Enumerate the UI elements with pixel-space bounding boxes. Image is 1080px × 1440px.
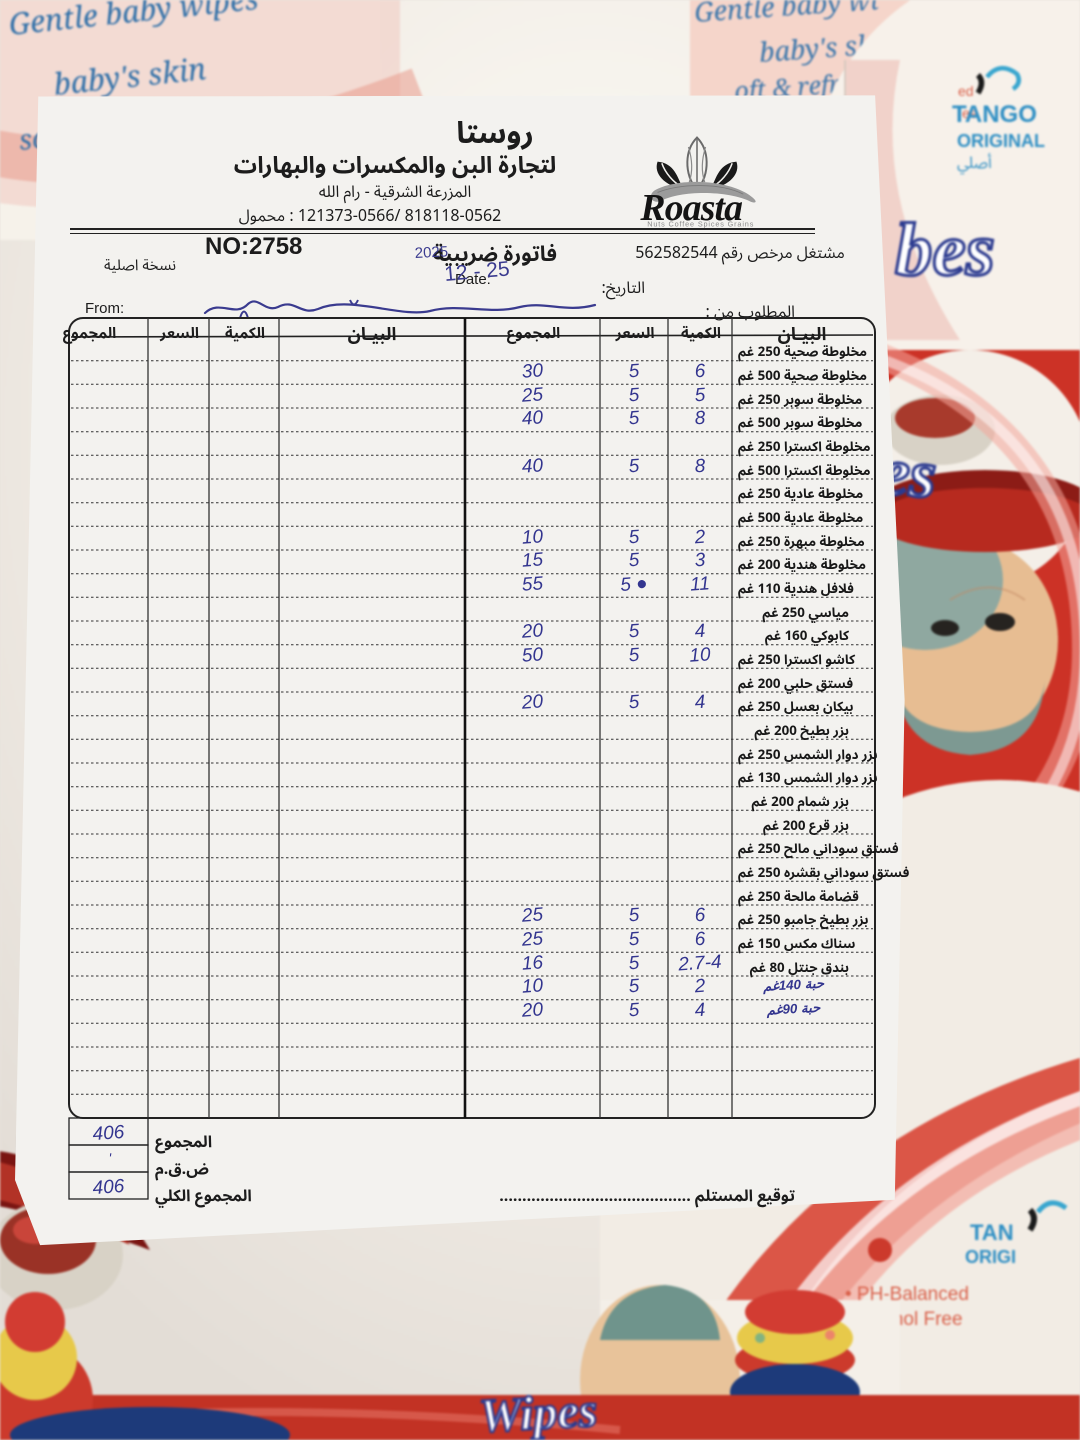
svg-text:TANGO: TANGO <box>952 101 1037 128</box>
svg-text:ORIGI: ORIGI <box>965 1247 1016 1267</box>
svg-text:أصلي: أصلي <box>957 146 992 180</box>
svg-text:TAN: TAN <box>970 1220 1014 1245</box>
svg-text:ed: ed <box>958 83 974 99</box>
svg-text:Wipes: Wipes <box>478 1384 599 1440</box>
